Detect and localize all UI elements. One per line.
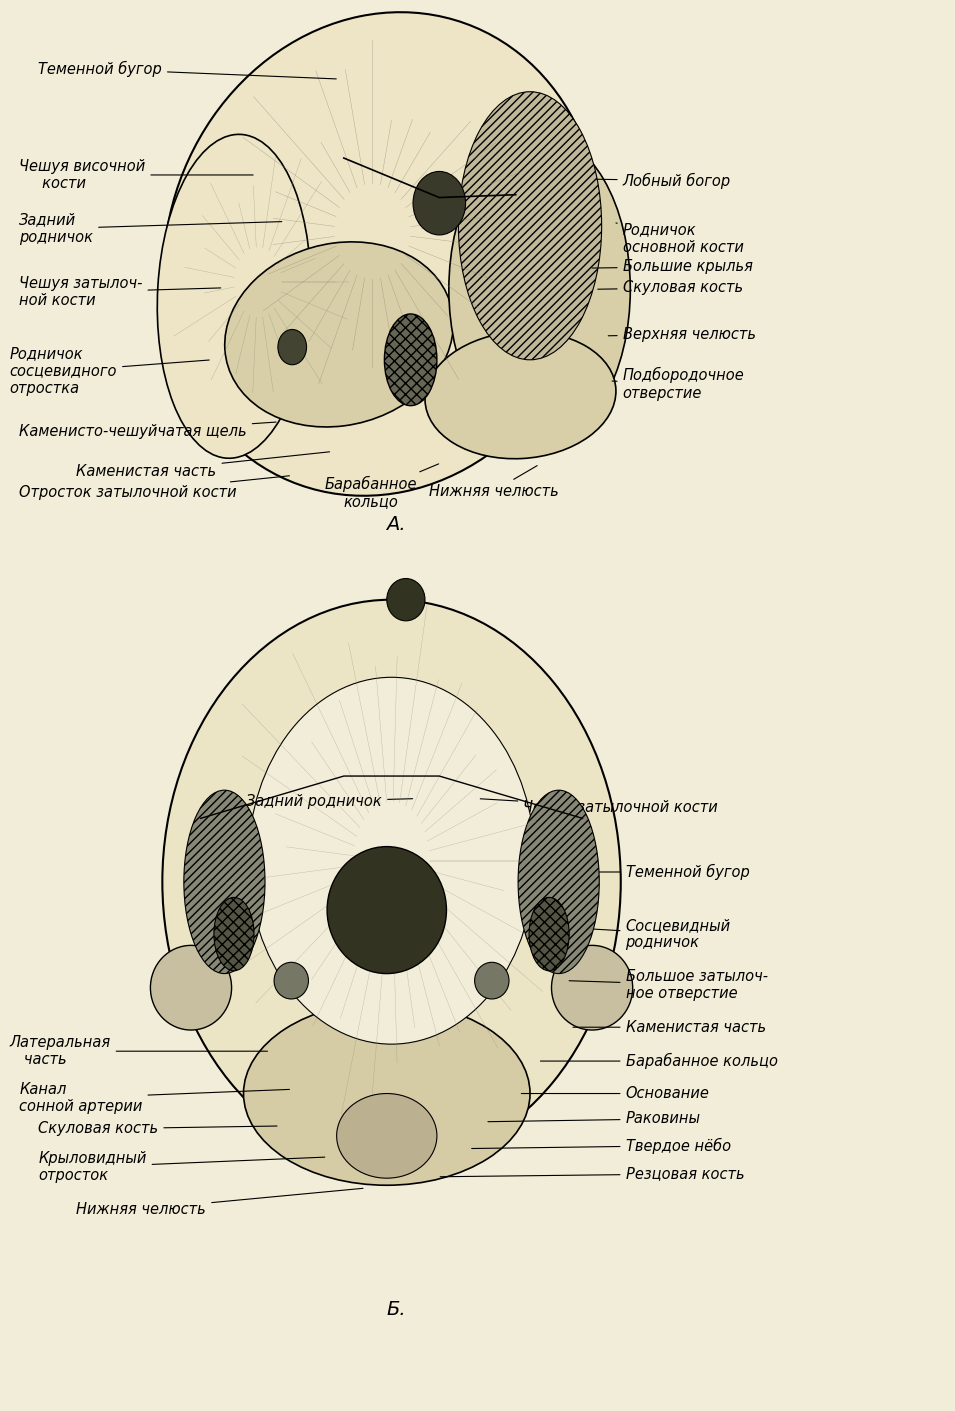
Ellipse shape xyxy=(475,962,509,999)
Ellipse shape xyxy=(519,790,600,974)
Text: Задний родничок: Задний родничок xyxy=(246,794,413,809)
Text: Б.: Б. xyxy=(387,1300,406,1319)
Text: Крыловидный
отросток: Крыловидный отросток xyxy=(38,1151,325,1182)
Text: Латеральная
   часть: Латеральная часть xyxy=(10,1036,267,1067)
Text: Раковины: Раковины xyxy=(488,1112,701,1126)
Text: Основание: Основание xyxy=(521,1086,710,1101)
Text: Барабанное кольцо: Барабанное кольцо xyxy=(541,1053,777,1070)
Text: Отросток затылочной кости: Отросток затылочной кости xyxy=(19,476,289,499)
Ellipse shape xyxy=(150,945,231,1030)
Text: Родничок
сосцевидного
отростка: Родничок сосцевидного отростка xyxy=(10,346,209,396)
Ellipse shape xyxy=(163,13,601,495)
Text: Чешуя затылоч-
ной кости: Чешуя затылоч- ной кости xyxy=(19,277,221,308)
Text: Скуловая кость: Скуловая кость xyxy=(38,1122,277,1136)
Text: Барабанное
кольцо: Барабанное кольцо xyxy=(325,464,438,509)
Ellipse shape xyxy=(384,313,436,406)
Text: Чешуя затылочной кости: Чешуя затылочной кости xyxy=(480,799,718,814)
Text: Большие крылья: Большие крылья xyxy=(592,260,753,274)
Ellipse shape xyxy=(529,897,569,971)
Text: Верхняя челюсть: Верхняя челюсть xyxy=(608,327,755,341)
Text: Твердое нёбо: Твердое нёбо xyxy=(472,1137,731,1154)
Text: А.: А. xyxy=(387,515,406,535)
Text: Каменистая часть: Каменистая часть xyxy=(573,1020,766,1034)
Text: Родничок
основной кости: Родничок основной кости xyxy=(616,223,744,254)
Ellipse shape xyxy=(183,790,265,974)
Ellipse shape xyxy=(274,962,308,999)
Text: Задний
родничок: Задний родничок xyxy=(19,213,282,244)
Text: Каменистая часть: Каменистая часть xyxy=(76,452,329,478)
Text: Нижняя челюсть: Нижняя челюсть xyxy=(76,1188,363,1216)
Text: Лобный богор: Лобный богор xyxy=(597,172,731,189)
Ellipse shape xyxy=(327,847,446,974)
Ellipse shape xyxy=(458,92,602,360)
Ellipse shape xyxy=(414,171,466,234)
Ellipse shape xyxy=(552,945,632,1030)
Text: Нижняя челюсть: Нижняя челюсть xyxy=(429,466,559,498)
Ellipse shape xyxy=(214,897,254,971)
Text: Каменисто-чешуйчатая щель: Каменисто-чешуйчатая щель xyxy=(19,422,276,439)
Text: Теменной бугор: Теменной бугор xyxy=(38,61,336,79)
Text: Теменной бугор: Теменной бугор xyxy=(597,864,750,880)
Text: Подбородочное
отверстие: Подбородочное отверстие xyxy=(612,367,744,401)
Ellipse shape xyxy=(449,134,630,444)
Ellipse shape xyxy=(425,332,616,459)
Ellipse shape xyxy=(224,241,454,428)
Ellipse shape xyxy=(248,677,535,1044)
Text: Чешуя височной
     кости: Чешуя височной кости xyxy=(19,159,253,190)
Text: Скуловая кость: Скуловая кость xyxy=(598,281,743,295)
Text: Большое затылоч-
ное отверстие: Большое затылоч- ное отверстие xyxy=(569,969,768,1000)
Ellipse shape xyxy=(337,1094,436,1178)
Ellipse shape xyxy=(162,600,621,1164)
Ellipse shape xyxy=(387,579,425,621)
Text: Резцовая кость: Резцовая кость xyxy=(440,1167,744,1181)
Text: Сосцевидный
родничок: Сосцевидный родничок xyxy=(585,919,731,950)
Ellipse shape xyxy=(278,329,307,364)
Ellipse shape xyxy=(158,134,310,459)
Ellipse shape xyxy=(244,1002,530,1185)
Text: Канал
сонной артерии: Канал сонной артерии xyxy=(19,1082,289,1113)
